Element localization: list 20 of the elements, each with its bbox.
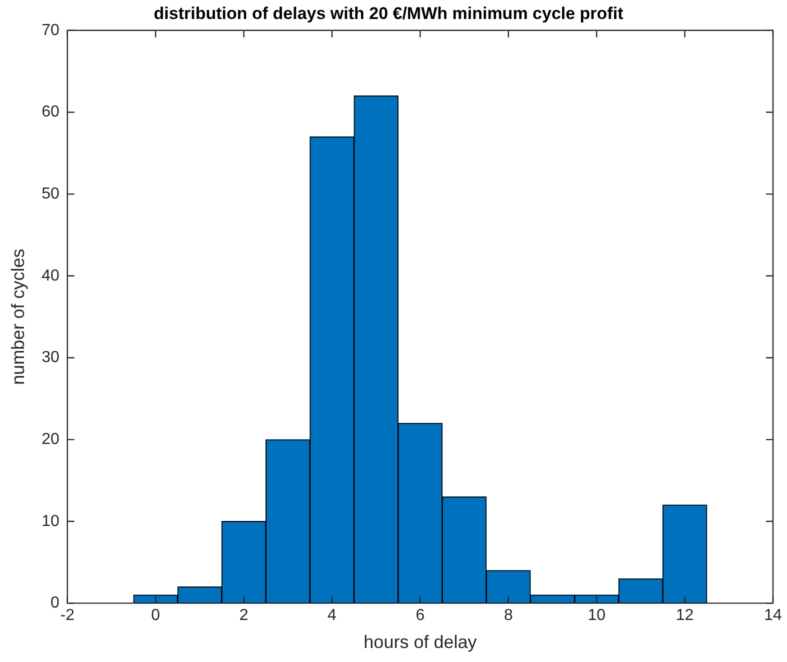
y-tick-label: 40 [42,267,60,284]
y-tick-label: 10 [42,512,60,530]
x-tick-label: 0 [151,607,160,624]
x-tick-label: 12 [676,607,694,624]
y-tick-label: 0 [50,594,60,612]
x-tick-label: 10 [588,607,606,624]
x-tick-label: 4 [328,607,337,624]
x-tick-label: -2 [60,607,75,624]
x-tick-label: 6 [416,607,425,624]
x-tick-label: 8 [504,607,513,624]
x-tick-label: 2 [239,607,248,624]
chart-title: distribution of delays with 20 €/MWh minimum cycle profit [154,4,624,23]
x-axis-title: hours of delay [364,632,477,652]
y-tick-label: 60 [42,104,60,121]
y-tick-label: 20 [42,430,60,448]
y-tick-label: 30 [42,349,60,366]
y-tick-label: 50 [42,185,60,202]
y-tick-label: 70 [42,22,60,39]
x-tick-label: 14 [764,607,782,624]
y-axis-title: number of cycles [8,248,28,385]
